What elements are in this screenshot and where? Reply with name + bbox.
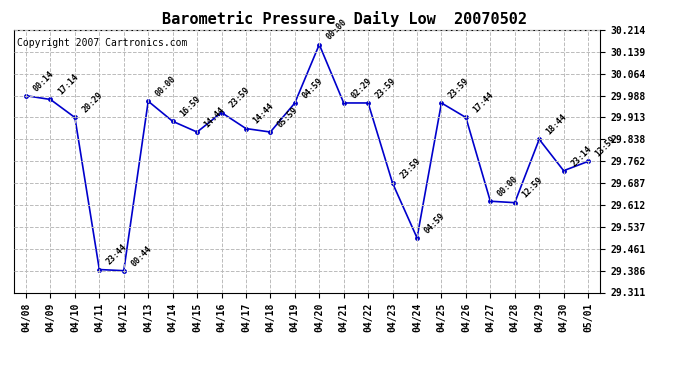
Text: 16:59: 16:59 <box>178 94 202 118</box>
Text: 00:00: 00:00 <box>154 74 178 99</box>
Text: 04:59: 04:59 <box>300 76 324 100</box>
Text: 23:59: 23:59 <box>447 76 471 100</box>
Text: 12:59: 12:59 <box>520 176 544 200</box>
Text: Barometric Pressure  Daily Low  20070502: Barometric Pressure Daily Low 20070502 <box>163 11 527 27</box>
Text: 00:44: 00:44 <box>129 244 153 268</box>
Text: 23:44: 23:44 <box>105 243 129 267</box>
Text: 23:59: 23:59 <box>398 156 422 180</box>
Text: 23:59: 23:59 <box>227 86 251 110</box>
Text: Copyright 2007 Cartronics.com: Copyright 2007 Cartronics.com <box>17 38 187 48</box>
Text: 13:59: 13:59 <box>593 135 618 159</box>
Text: 18:44: 18:44 <box>545 112 569 136</box>
Text: 20:29: 20:29 <box>81 91 104 115</box>
Text: 17:44: 17:44 <box>471 91 495 115</box>
Text: 05:59: 05:59 <box>276 105 300 129</box>
Text: 17:14: 17:14 <box>56 73 80 97</box>
Text: 02:29: 02:29 <box>349 76 373 100</box>
Text: 14:44: 14:44 <box>252 102 275 126</box>
Text: 00:00: 00:00 <box>325 18 349 42</box>
Text: 23:59: 23:59 <box>374 76 397 100</box>
Text: 14:44: 14:44 <box>203 105 227 129</box>
Text: 00:00: 00:00 <box>496 174 520 198</box>
Text: 00:14: 00:14 <box>32 69 56 93</box>
Text: 23:14: 23:14 <box>569 144 593 168</box>
Text: 04:59: 04:59 <box>422 211 446 235</box>
